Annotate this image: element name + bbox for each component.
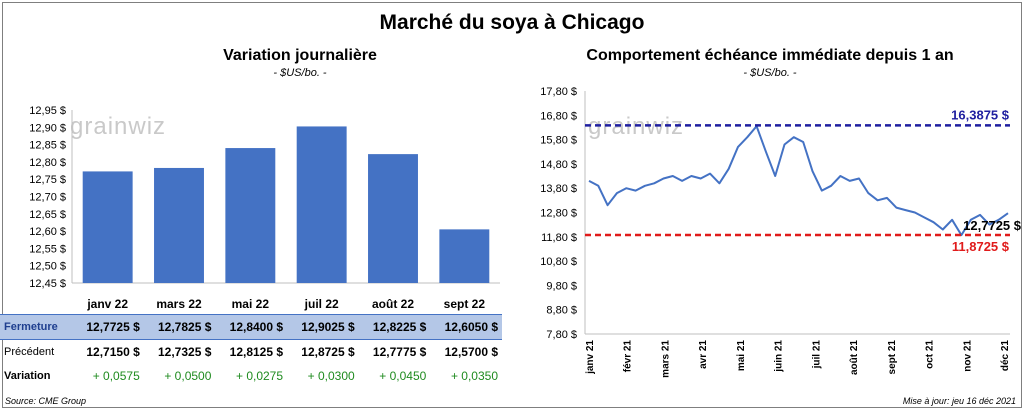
y-tick-label: 8,80 $ bbox=[546, 305, 577, 317]
y-tick-label: 12,50 $ bbox=[29, 261, 66, 273]
y-tick-label: 13,80 $ bbox=[540, 183, 577, 195]
table-cell: 12,6050 $ bbox=[430, 314, 502, 340]
table-cell: + 0,0500 bbox=[164, 369, 212, 383]
right-chart-subtitle: - $US/bo. - bbox=[743, 67, 797, 79]
bar bbox=[368, 154, 418, 283]
x-tick-label: janv 21 bbox=[585, 340, 596, 375]
bar bbox=[296, 126, 347, 283]
x-tick-label: août 22 bbox=[372, 297, 414, 311]
y-tick-label: 12,55 $ bbox=[29, 243, 66, 255]
x-tick-label: oct 21 bbox=[925, 340, 936, 369]
x-tick-label: juin 21 bbox=[774, 340, 785, 373]
source-note: Source: CME Group bbox=[5, 396, 87, 406]
y-tick-label: 12,65 $ bbox=[29, 209, 66, 221]
update-note: Mise à jour: jeu 16 déc 2021 bbox=[902, 396, 1016, 406]
table-cell: + 0,0350 bbox=[450, 369, 498, 383]
y-tick-label: 7,80 $ bbox=[546, 329, 577, 341]
table-cell: 12,5700 $ bbox=[444, 345, 498, 359]
y-tick-label: 11,80 $ bbox=[541, 232, 577, 244]
table-cell: 12,7725 $ bbox=[72, 314, 144, 340]
table-cell: 12,9025 $ bbox=[287, 314, 359, 340]
x-tick-label: août 21 bbox=[849, 340, 860, 375]
x-tick-label: mai 21 bbox=[736, 340, 747, 372]
x-tick-label: nov 21 bbox=[962, 340, 973, 372]
y-tick-label: 10,80 $ bbox=[540, 256, 577, 268]
table-cell: 12,8125 $ bbox=[229, 345, 284, 359]
y-tick-label: 12,95 $ bbox=[29, 105, 66, 117]
table-cell: 12,8400 $ bbox=[215, 314, 288, 340]
bar bbox=[82, 171, 133, 283]
x-tick-label: mai 22 bbox=[232, 297, 270, 311]
daily-variation-bar-chart: 12,45 $ 12,50 $ 12,55 $ 12,60 $ 12,65 $ 12,70… bbox=[29, 105, 500, 311]
table-cell: + 0,0275 bbox=[235, 369, 284, 383]
table-cell: 12,7825 $ bbox=[143, 314, 216, 340]
left-chart-subtitle: - $US/bo. - bbox=[273, 67, 327, 79]
y-tick-label: 12,45 $ bbox=[29, 278, 66, 290]
table-cell: + 0,0575 bbox=[92, 369, 140, 383]
main-title: Marché du soya à Chicago bbox=[379, 11, 645, 34]
bar bbox=[439, 229, 490, 283]
x-tick-label: mars 21 bbox=[660, 340, 671, 378]
y-tick-label: 12,80 $ bbox=[540, 208, 577, 220]
table-row-variation: Variation + 0,0575 + 0,0500 + 0,0275 + 0… bbox=[0, 364, 502, 388]
row-label-previous: Précédent bbox=[4, 346, 55, 358]
price-line bbox=[588, 125, 1009, 237]
right-chart-title: Comportement échéance immédiate depuis 1… bbox=[586, 47, 954, 64]
x-tick-label: févr 21 bbox=[623, 340, 634, 373]
x-tick-label: déc 21 bbox=[1000, 340, 1011, 372]
left-chart-title: Variation journalière bbox=[223, 47, 377, 64]
low-reference-label: 11,8725 $ bbox=[952, 239, 1010, 254]
y-tick-label: 12,75 $ bbox=[29, 174, 66, 186]
y-tick-label: 16,80 $ bbox=[540, 110, 577, 122]
x-tick-label: janv 22 bbox=[86, 297, 128, 311]
table-cell: 12,7325 $ bbox=[158, 345, 212, 359]
row-label-close: Fermeture bbox=[0, 314, 73, 340]
x-tick-label: juil 22 bbox=[304, 297, 339, 311]
table-cell: 12,7775 $ bbox=[372, 345, 427, 359]
y-tick-label: 12,90 $ bbox=[29, 122, 66, 134]
y-tick-label: 9,80 $ bbox=[546, 280, 577, 292]
bar bbox=[154, 167, 204, 283]
table-cell: + 0,0450 bbox=[379, 369, 427, 383]
table-row-previous: Précédent 12,7150 $ 12,7325 $ 12,8125 $ … bbox=[0, 340, 502, 365]
x-tick-label: juil 21 bbox=[811, 340, 822, 370]
x-tick-label: sept 21 bbox=[887, 340, 898, 375]
table-cell: 12,8725 $ bbox=[301, 345, 355, 359]
y-tick-label: 12,85 $ bbox=[29, 140, 66, 152]
y-tick-label: 12,70 $ bbox=[29, 192, 66, 204]
table-row-close: Fermeture 12,7725 $ 12,7825 $ 12,8400 $ … bbox=[0, 314, 502, 340]
row-label-variation: Variation bbox=[4, 370, 51, 382]
bar bbox=[225, 148, 276, 283]
x-tick-label: mars 22 bbox=[156, 297, 202, 311]
price-table: Fermeture 12,7725 $ 12,7825 $ 12,8400 $ … bbox=[0, 314, 502, 388]
high-reference-label: 16,3875 $ bbox=[951, 107, 1010, 122]
y-tick-label: 12,80 $ bbox=[29, 157, 66, 169]
nearby-contract-line-chart: 7,80 $ 8,80 $ 9,80 $ 10,80 $ 11,80 $ 12,80 $ 1… bbox=[540, 86, 1022, 378]
last-value-label: 12,7725 $ bbox=[963, 218, 1022, 233]
x-tick-label: sept 22 bbox=[444, 297, 486, 311]
x-tick-label: avr 21 bbox=[698, 340, 709, 369]
y-tick-label: 17,80 $ bbox=[540, 86, 577, 98]
y-tick-label: 12,60 $ bbox=[29, 226, 66, 238]
table-cell: 12,8225 $ bbox=[358, 314, 431, 340]
watermark-logo: grainwiz bbox=[70, 113, 167, 140]
y-tick-label: 14,80 $ bbox=[540, 159, 577, 171]
y-tick-label: 15,80 $ bbox=[540, 135, 577, 147]
table-cell: + 0,0300 bbox=[307, 369, 355, 383]
table-cell: 12,7150 $ bbox=[86, 345, 140, 359]
